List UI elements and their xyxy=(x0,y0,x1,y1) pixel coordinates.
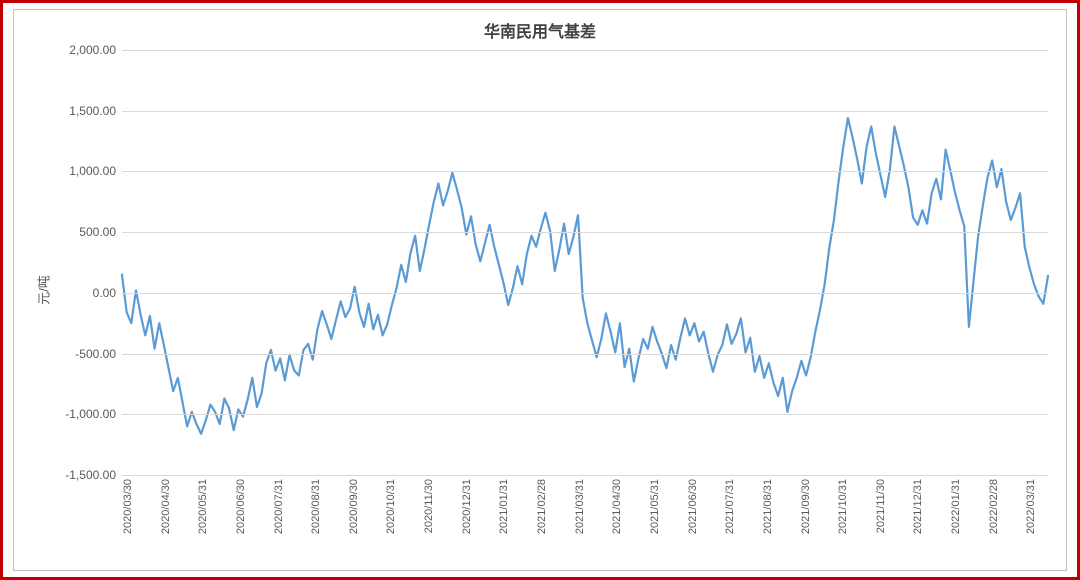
gridline xyxy=(122,293,1048,294)
x-tick-label: 2020/11/30 xyxy=(423,479,435,533)
gridline xyxy=(122,414,1048,415)
y-tick-label: 1,500.00 xyxy=(69,104,116,118)
gridline xyxy=(122,232,1048,233)
x-tick-label: 2021/05/31 xyxy=(649,479,661,534)
x-tick-label: 2021/04/30 xyxy=(611,479,623,534)
x-tick-label: 2020/06/30 xyxy=(235,479,247,534)
plot-region: -1,500.00-1,000.00-500.000.00500.001,000… xyxy=(122,50,1048,475)
x-tick-label: 2021/08/31 xyxy=(762,479,774,534)
x-tick-label: 2021/12/31 xyxy=(912,479,924,534)
x-tick-label: 2020/09/30 xyxy=(348,479,360,534)
gridline xyxy=(122,111,1048,112)
line-series-svg xyxy=(122,50,1048,475)
y-tick-label: 2,000.00 xyxy=(69,43,116,57)
x-tick-label: 2021/10/31 xyxy=(837,479,849,534)
y-tick-label: -1,500.00 xyxy=(65,468,116,482)
x-tick-label: 2021/09/30 xyxy=(800,479,812,534)
x-tick-label: 2020/07/31 xyxy=(273,479,285,534)
y-tick-label: 500.00 xyxy=(79,225,116,239)
y-tick-label: 1,000.00 xyxy=(69,164,116,178)
x-tick-label: 2021/01/31 xyxy=(498,479,510,534)
series-line xyxy=(122,118,1048,434)
x-tick-label: 2020/04/30 xyxy=(160,479,172,534)
x-tick-label: 2022/03/31 xyxy=(1025,479,1037,534)
y-tick-label: -1,000.00 xyxy=(65,407,116,421)
chart-title: 华南民用气基差 xyxy=(14,18,1066,42)
gridline xyxy=(122,475,1048,476)
x-tick-label: 2021/07/31 xyxy=(724,479,736,534)
x-tick-label: 2020/10/31 xyxy=(385,479,397,534)
chart-frame: 华南民用气基差 元/吨 -1,500.00-1,000.00-500.000.0… xyxy=(0,0,1080,580)
x-tick-label: 2021/06/30 xyxy=(687,479,699,534)
x-tick-label: 2020/05/31 xyxy=(197,479,209,534)
x-tick-label: 2021/03/31 xyxy=(574,479,586,534)
gridline xyxy=(122,171,1048,172)
x-tick-label: 2021/11/30 xyxy=(875,479,887,533)
chart-panel: 华南民用气基差 元/吨 -1,500.00-1,000.00-500.000.0… xyxy=(13,9,1067,571)
x-tick-label: 2022/02/28 xyxy=(988,479,1000,534)
gridline xyxy=(122,354,1048,355)
x-tick-label: 2020/12/31 xyxy=(461,479,473,534)
x-tick-label: 2020/03/30 xyxy=(122,479,134,534)
y-axis-label: 元/吨 xyxy=(33,275,52,305)
y-tick-label: -500.00 xyxy=(75,347,116,361)
x-tick-label: 2021/02/28 xyxy=(536,479,548,534)
x-tick-label: 2020/08/31 xyxy=(310,479,322,534)
y-tick-label: 0.00 xyxy=(93,286,116,300)
gridline xyxy=(122,50,1048,51)
x-tick-label: 2022/01/31 xyxy=(950,479,962,534)
